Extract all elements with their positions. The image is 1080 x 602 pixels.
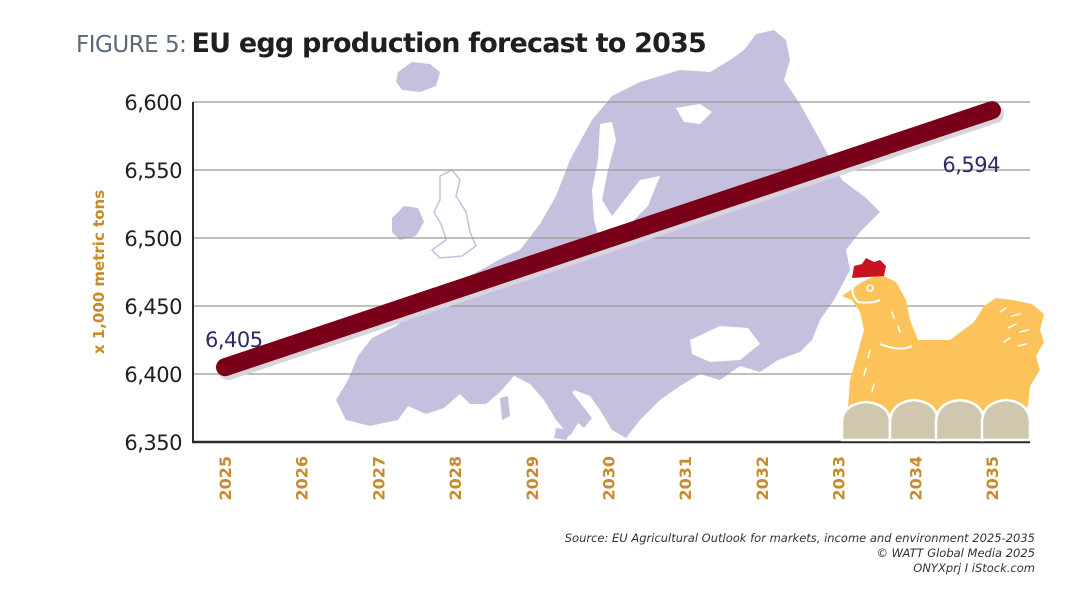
x-tick-label: 2032 [753, 456, 772, 501]
map-sardinia [500, 396, 510, 420]
hen-eye [866, 284, 874, 292]
map-uk [430, 169, 477, 259]
x-tick-label: 2031 [676, 456, 695, 501]
x-tick-label: 2029 [523, 456, 542, 501]
hen-on-eggs-illustration [840, 258, 1044, 442]
copyright-text: © WATT Global Media 2025 [876, 546, 1036, 560]
y-tick-labels: 6,350 6,400 6,450 6,500 6,550 6,600 [124, 91, 182, 455]
series-line [216, 101, 1001, 377]
data-label: 6,405 [205, 328, 263, 352]
map-black-sea [690, 326, 760, 362]
x-tick-label: 2033 [830, 456, 849, 501]
egg [840, 400, 892, 442]
source-credits: Source: EU Agricultural Outlook for mark… [565, 531, 1035, 576]
y-tick-label: 6,350 [124, 431, 182, 455]
map-iceland [396, 62, 440, 92]
hen-comb [852, 258, 886, 278]
x-tick-label: 2025 [216, 456, 235, 501]
egg [934, 398, 986, 442]
x-tick-labels: 2025 2026 2027 2028 2029 2030 2031 2032 2033 2034… [216, 456, 1002, 501]
chart-title: EU egg production forecast to 2035 [191, 28, 707, 59]
y-axis-title: x 1,000 metric tons [90, 190, 108, 354]
hen-feather-marks [863, 307, 1029, 393]
x-tick-label: 2027 [369, 456, 388, 501]
data-label: 6,594 [942, 153, 1000, 177]
x-tick-label: 2034 [906, 456, 925, 501]
series-egg-production [216, 101, 1004, 381]
egg [888, 398, 940, 442]
y-tick-label: 6,450 [124, 295, 182, 319]
x-tick-label: 2028 [446, 456, 465, 501]
y-tick-label: 6,600 [124, 91, 182, 115]
eggs [840, 398, 1032, 442]
image-credit: ONYXprj I iStock.com [913, 561, 1035, 575]
hen-neck-line [879, 343, 913, 350]
y-tick-label: 6,400 [124, 363, 182, 387]
map-ireland [392, 206, 424, 240]
y-tick-label: 6,550 [124, 159, 182, 183]
hen-head-line [851, 279, 881, 304]
y-tick-label: 6,500 [124, 227, 182, 251]
x-tick-label: 2030 [600, 456, 619, 501]
x-tick-label: 2026 [293, 456, 312, 501]
map-white-sea [676, 104, 712, 124]
figure-number: FIGURE 5: [76, 32, 187, 58]
data-labels: 6,405 6,594 [205, 153, 1001, 352]
figure-title: FIGURE 5: EU egg production forecast to … [76, 28, 707, 59]
egg [980, 398, 1032, 442]
map-baltic-sea [592, 122, 660, 244]
source-text: Source: EU Agricultural Outlook for mark… [564, 531, 1035, 545]
map-sicily [554, 428, 572, 440]
x-tick-label: 2035 [983, 456, 1002, 501]
